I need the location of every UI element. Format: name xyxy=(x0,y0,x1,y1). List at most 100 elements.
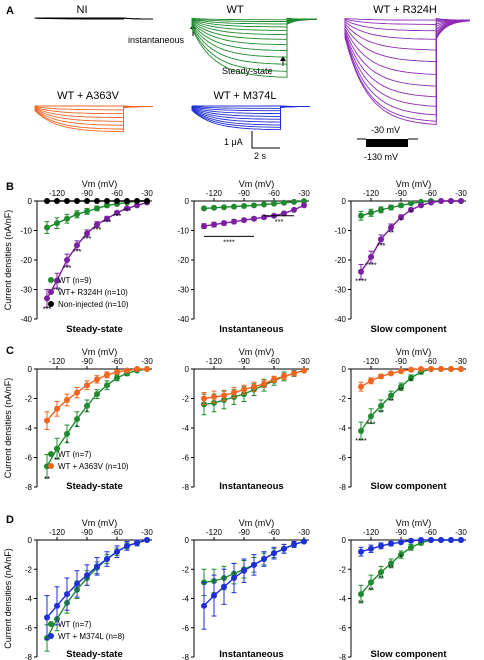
data-point xyxy=(408,366,414,373)
data-point xyxy=(458,198,464,204)
y-tick-label: 0 xyxy=(185,365,190,374)
x-tick-label: -90 xyxy=(81,528,93,537)
data-point xyxy=(241,567,247,574)
significance-label: **** xyxy=(365,260,377,269)
data-point xyxy=(84,382,90,389)
data-point xyxy=(144,537,150,543)
y-axis-label: Current densities (nA/nF) xyxy=(3,378,13,479)
data-point xyxy=(134,198,140,204)
x-tick-label: -120 xyxy=(363,189,380,198)
data-point xyxy=(428,537,434,543)
current-trace xyxy=(344,18,471,51)
data-point xyxy=(251,215,257,222)
legend-marker xyxy=(48,277,54,283)
data-point xyxy=(84,230,90,237)
data-point xyxy=(408,544,414,551)
data-point xyxy=(291,370,297,377)
x-tick-label: -30 xyxy=(455,189,467,198)
y-tick-label: -8 xyxy=(182,483,190,492)
data-point xyxy=(44,224,50,231)
legend-marker xyxy=(48,633,54,639)
x-tick-label: -90 xyxy=(238,528,250,537)
x-tick-label: -30 xyxy=(455,357,467,366)
scale-time-label: 2 s xyxy=(254,151,267,161)
current-trace xyxy=(344,18,471,107)
y-axis-label: Current densities (nA/nF) xyxy=(3,210,13,311)
data-point xyxy=(398,202,404,209)
data-point xyxy=(281,199,287,206)
steady-state-annotation: Steady-state xyxy=(222,66,273,76)
data-point xyxy=(261,380,267,387)
y-tick-label: 0 xyxy=(342,365,347,374)
x-tick-label: -30 xyxy=(141,357,153,366)
x-axis-label: Vm (mV) xyxy=(396,347,432,357)
significance-label: ** xyxy=(54,455,60,464)
data-point xyxy=(144,198,150,204)
x-tick-label: -120 xyxy=(363,357,380,366)
data-point xyxy=(211,221,217,228)
x-axis-label: Vm (mV) xyxy=(239,518,275,528)
legend-marker xyxy=(48,621,54,627)
current-trace xyxy=(344,18,470,32)
data-point xyxy=(388,224,394,231)
chart-title: Slow component xyxy=(371,481,448,492)
data-point xyxy=(358,268,364,275)
significance-label: *** xyxy=(43,305,52,314)
data-point xyxy=(398,383,404,390)
data-point xyxy=(368,377,374,384)
y-tick-label: -4 xyxy=(25,424,33,433)
trace-group xyxy=(344,17,471,125)
data-point xyxy=(94,391,100,398)
significance-label: ** xyxy=(358,598,364,607)
series-line xyxy=(46,539,148,618)
data-series xyxy=(358,198,464,280)
data-series xyxy=(44,198,150,204)
instantaneous-annotation: instantaneous xyxy=(128,35,185,45)
y-tick-label: -30 xyxy=(20,286,32,295)
current-trace xyxy=(34,17,153,20)
legend-marker xyxy=(48,301,54,307)
data-point xyxy=(84,198,90,204)
legend-label: WT + A363V (n=10) xyxy=(58,462,129,471)
significance-label: *** xyxy=(123,206,132,215)
data-point xyxy=(54,602,60,609)
chart-title: Steady-state xyxy=(66,481,123,492)
legend: WT (n=7) WT + M374L (n=8) xyxy=(48,620,125,641)
iv-chart: -120 -90 -60 -30 0 -2 -4 -6 -8 Vm (mV) Steady-stat… xyxy=(3,347,153,492)
data-point xyxy=(211,394,217,401)
iv-chart: -120 -90 -60 -30 0 -10 -20 -30 -40 Vm (mV) Steady-… xyxy=(3,179,153,335)
data-point xyxy=(241,217,247,224)
x-tick-label: -90 xyxy=(395,528,407,537)
data-point xyxy=(134,539,140,546)
legend-label: WT+ R324H (n=10) xyxy=(58,288,128,297)
significance-label: *** xyxy=(113,212,122,221)
y-tick-label: -6 xyxy=(339,624,347,633)
y-tick-label: -8 xyxy=(25,653,33,660)
current-trace xyxy=(344,18,471,75)
x-tick-label: -120 xyxy=(206,528,223,537)
data-point xyxy=(84,572,90,579)
data-point xyxy=(44,295,50,302)
data-point xyxy=(114,368,120,375)
data-point xyxy=(398,551,404,558)
significance-label: * xyxy=(86,408,89,417)
data-point xyxy=(281,545,287,552)
data-point xyxy=(124,367,130,374)
data-point xyxy=(291,206,297,213)
data-point xyxy=(368,579,374,586)
y-tick-label: -10 xyxy=(177,227,189,236)
y-tick-label: -4 xyxy=(339,424,347,433)
significance-label: *** xyxy=(83,234,92,243)
data-point xyxy=(124,205,130,212)
data-series xyxy=(201,538,307,630)
y-tick-label: -2 xyxy=(25,565,33,574)
significance-label: *** xyxy=(73,247,82,256)
data-point xyxy=(261,556,267,563)
y-tick-label: -20 xyxy=(334,256,346,265)
data-point xyxy=(301,198,307,205)
x-tick-label: -120 xyxy=(49,528,66,537)
y-tick-label: -10 xyxy=(20,227,32,236)
y-tick-label: 0 xyxy=(342,536,347,545)
y-tick-label: -2 xyxy=(25,395,33,404)
